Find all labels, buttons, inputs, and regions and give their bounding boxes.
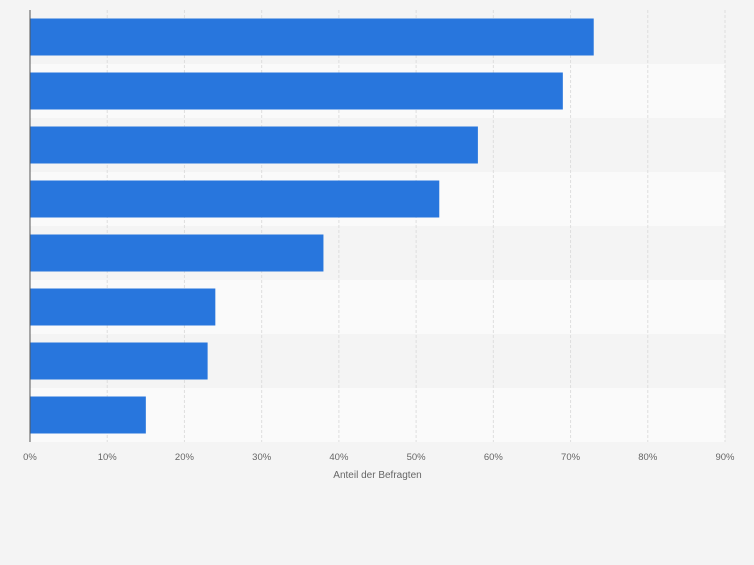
x-axis-label: Anteil der Befragten xyxy=(333,470,421,481)
bar-3 xyxy=(30,126,478,164)
x-tick-label-8: 80% xyxy=(638,452,658,463)
x-tick-labels: 0% 10% 20% 30% 40% 50% 60% 70% 80% 90% xyxy=(23,452,735,463)
x-tick-label-5: 50% xyxy=(407,452,427,463)
x-tick-label-1: 10% xyxy=(98,452,118,463)
bar-7 xyxy=(30,342,208,380)
x-tick-label-6: 60% xyxy=(484,452,504,463)
bar-4 xyxy=(30,180,440,218)
bar-1 xyxy=(30,18,594,56)
x-tick-label-3: 30% xyxy=(252,452,272,463)
bars xyxy=(30,18,594,434)
bar-6 xyxy=(30,288,216,326)
x-tick-label-4: 40% xyxy=(329,452,349,463)
x-tick-label-7: 70% xyxy=(561,452,581,463)
bar-2 xyxy=(30,72,563,110)
x-tick-label-0: 0% xyxy=(23,452,37,463)
bar-5 xyxy=(30,234,324,272)
x-tick-label-2: 20% xyxy=(175,452,195,463)
x-tick-label-9: 90% xyxy=(715,452,735,463)
bar-8 xyxy=(30,396,146,434)
